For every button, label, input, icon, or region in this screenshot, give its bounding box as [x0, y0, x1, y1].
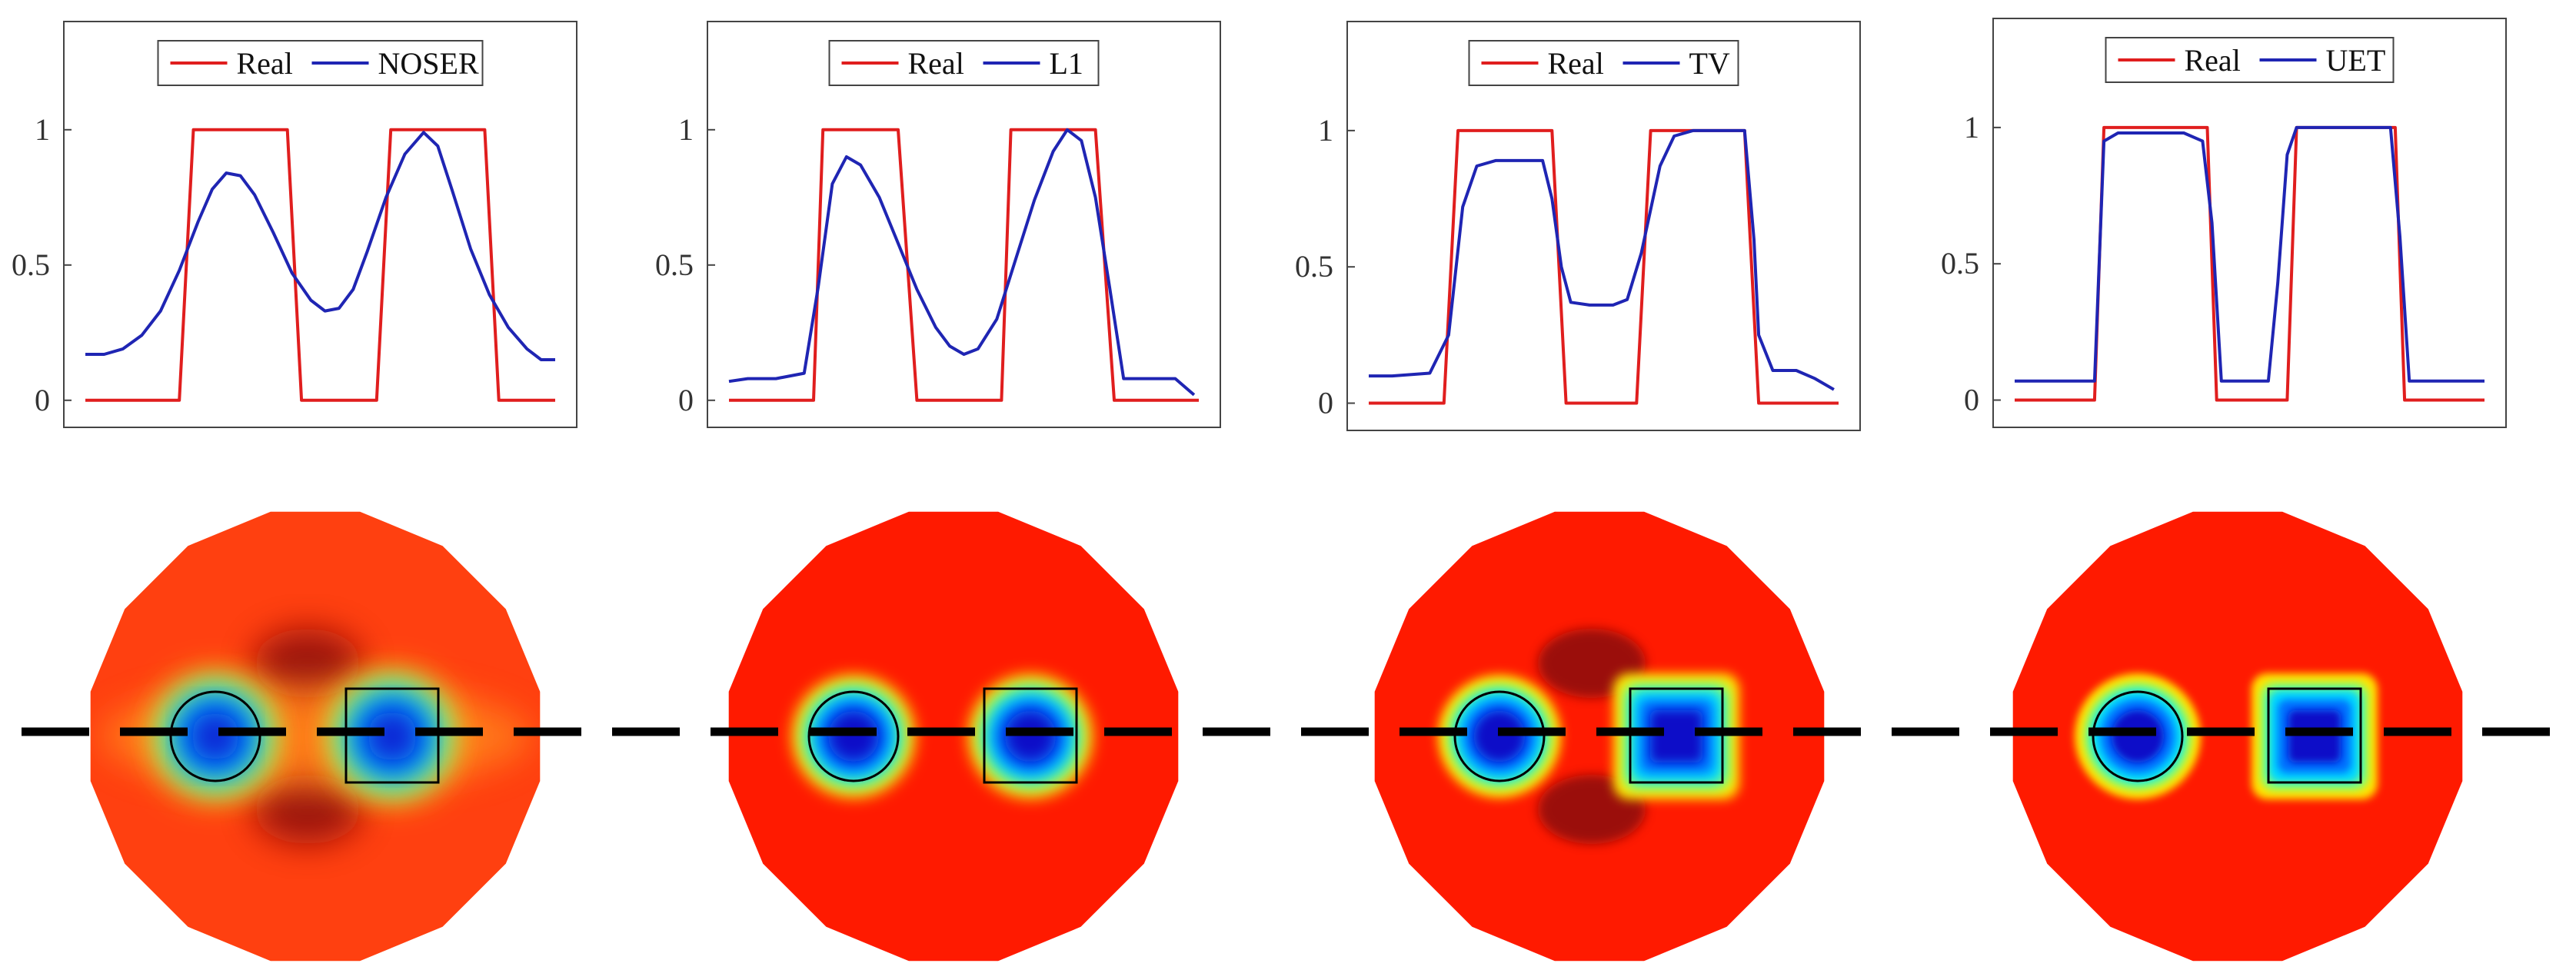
y-tick-label: 0.5: [1941, 246, 1979, 281]
legend: Real NOSER: [157, 40, 484, 86]
series-line-real: [85, 128, 555, 402]
line-chart-noser: 0 0.5 1 Real NOSER: [12, 21, 577, 428]
map-field: [100, 629, 531, 844]
legend-label-estimate: TV: [1689, 46, 1730, 81]
legend: Real UET: [2105, 37, 2395, 83]
true-circle-outline: [807, 690, 900, 782]
true-circle-outline: [1453, 690, 1546, 782]
y-tick-label: 0: [678, 383, 694, 417]
y-tick-label: 0: [1318, 386, 1333, 420]
true-square-outline: [983, 687, 1078, 784]
legend-label-real: Real: [1548, 46, 1604, 81]
line-chart-l1: 0 0.5 1 Real L1: [655, 21, 1221, 428]
y-tick-label: 0.5: [655, 247, 694, 282]
legend-label-real: Real: [237, 46, 293, 81]
line-chart-uet: 0 0.5 1 Real UET: [1941, 18, 2507, 428]
plot-frame: [707, 21, 1221, 428]
inclusion-square-layer: [1004, 710, 1057, 762]
dark-lobe-bottom: [254, 775, 361, 844]
line-chart-tv: 0 0.5 1 Real TV: [1295, 21, 1861, 431]
y-tick-label: 0: [1964, 383, 1979, 417]
legend-label-estimate: UET: [2326, 43, 2386, 78]
y-tick-label: 1: [1318, 113, 1333, 148]
legend: Real TV: [1468, 40, 1739, 86]
plot-frame: [1346, 21, 1861, 431]
inclusion-circle-layer: [1473, 710, 1526, 762]
inclusion-circle-layer: [828, 711, 879, 762]
inclusion-circle-layer: [190, 711, 241, 762]
inclusion-square-layer: [366, 710, 418, 762]
map-domain: [728, 511, 1179, 962]
y-tick-label: 0.5: [1295, 249, 1333, 284]
map-domain: [1374, 511, 1825, 962]
inclusion-circle-layer: [2112, 710, 2164, 762]
plot-frame: [1992, 18, 2507, 428]
inclusion-square-layer: [2288, 710, 2341, 762]
true-square-outline: [2267, 687, 2362, 784]
legend: Real L1: [828, 40, 1100, 86]
series-line-tv: [1369, 128, 1835, 391]
series-line-uet: [2015, 125, 2484, 383]
y-tick-label: 1: [35, 112, 50, 147]
true-circle-outline: [169, 690, 261, 782]
dark-lobe-top: [254, 629, 361, 698]
y-tick-label: 0.5: [12, 247, 50, 282]
legend-label-real: Real: [908, 46, 964, 81]
plot-frame: [63, 21, 577, 428]
y-tick-label: 1: [1964, 110, 1979, 145]
true-circle-outline: [2092, 690, 2184, 782]
map-field: [2075, 673, 2378, 799]
series-line-noser: [85, 131, 555, 361]
series-line-real: [1369, 128, 1839, 405]
reconstruction-map-noser: [90, 511, 541, 962]
y-tick-label: 0: [35, 383, 50, 417]
reconstruction-maps-row: [90, 511, 2463, 962]
map-domain: [2012, 511, 2463, 962]
legend-label-real: Real: [2185, 43, 2241, 78]
inclusion-square-layer: [1650, 710, 1702, 762]
series-line-l1: [728, 128, 1196, 397]
reconstruction-map-tv: [1374, 511, 1825, 962]
y-tick-label: 1: [678, 112, 694, 147]
line-charts-row: 0 0.5 1 Real NOSER 0 0.5 1 Real L1 0 0.5 1 Real TV 0 0.5…: [12, 18, 2507, 431]
reconstruction-map-l1: [728, 511, 1179, 962]
reconstruction-map-uet: [2012, 511, 2463, 962]
legend-label-estimate: L1: [1050, 46, 1083, 81]
map-field: [792, 674, 1093, 799]
legend-label-estimate: NOSER: [378, 46, 479, 81]
